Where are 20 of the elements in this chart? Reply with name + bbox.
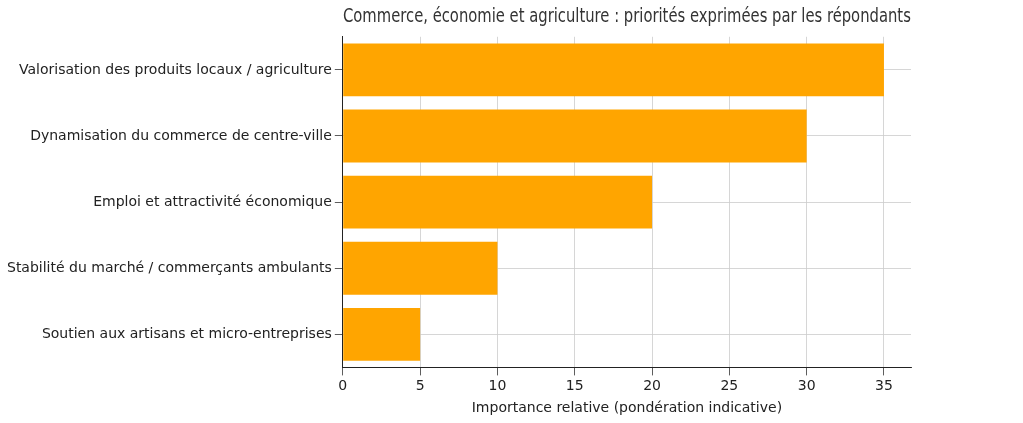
x-tick-label: 5 bbox=[415, 377, 425, 394]
x-tick-label: 10 bbox=[488, 377, 507, 394]
x-tick-label: 15 bbox=[565, 377, 584, 394]
x-tick-label: 25 bbox=[720, 377, 739, 394]
y-tick-label: Soutien aux artisans et micro-entreprises bbox=[41, 324, 332, 341]
x-tick-label: 0 bbox=[338, 377, 348, 394]
bar bbox=[343, 307, 421, 361]
chart-title: Commerce, économie et agriculture : priorités exprimées par les répondants bbox=[343, 4, 911, 27]
bar bbox=[343, 109, 807, 163]
y-tick-label: Dynamisation du commerce de centre-ville bbox=[30, 126, 332, 143]
bar bbox=[343, 175, 653, 229]
x-axis-title: Importance relative (pondération indicative) bbox=[471, 399, 783, 416]
y-tick-label: Emploi et attractivité économique bbox=[93, 192, 332, 209]
bar bbox=[343, 43, 884, 97]
x-tick-label: 30 bbox=[797, 377, 816, 394]
x-tick-label: 35 bbox=[875, 377, 893, 394]
x-tick-label: 20 bbox=[643, 377, 661, 394]
y-tick-label: Stabilité du marché / commerçants ambulants bbox=[7, 258, 332, 275]
y-tick-label: Valorisation des produits locaux / agriculture bbox=[18, 60, 332, 77]
bar bbox=[343, 241, 498, 295]
